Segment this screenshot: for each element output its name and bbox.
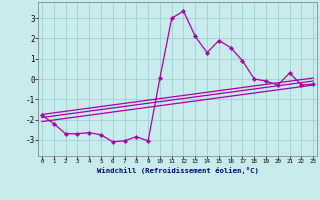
- X-axis label: Windchill (Refroidissement éolien,°C): Windchill (Refroidissement éolien,°C): [97, 167, 259, 174]
